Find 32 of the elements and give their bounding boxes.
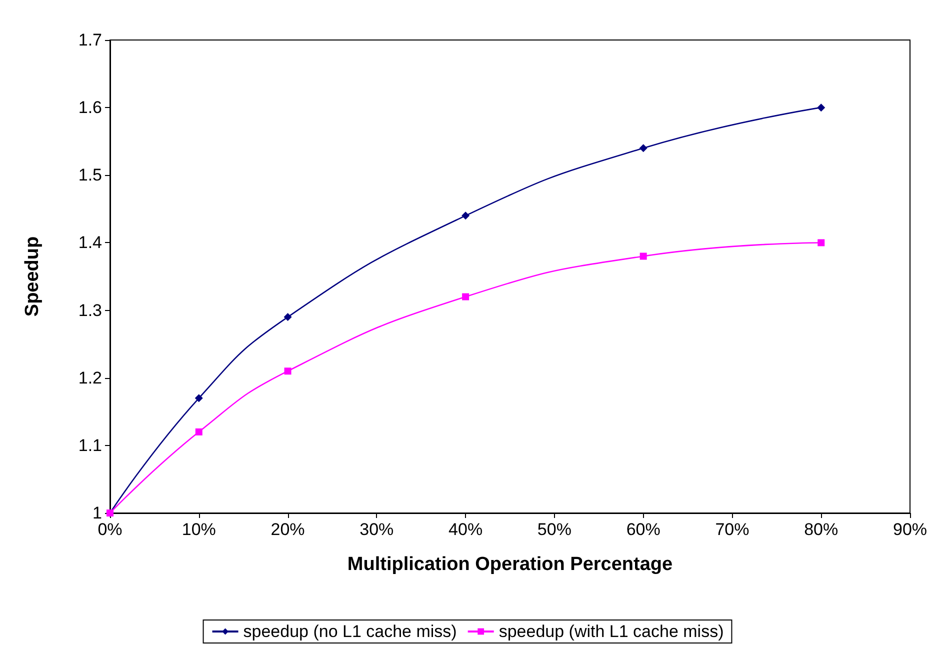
y-tick-label: 1.4 xyxy=(78,233,102,252)
legend-label: speedup (no L1 cache miss) xyxy=(243,622,457,641)
y-axis-title: Speedup xyxy=(22,236,43,317)
point xyxy=(817,104,826,112)
y-tick-label: 1 xyxy=(92,504,102,522)
x-tick-label: 40% xyxy=(448,520,483,539)
x-tick-label: 80% xyxy=(804,520,838,539)
y-tick-label: 1.3 xyxy=(78,300,102,320)
y-tick-label: 1.2 xyxy=(78,368,102,388)
y-tick-label: 1.6 xyxy=(78,98,102,118)
x-tick-label: 20% xyxy=(270,520,305,539)
x-axis-title: Multiplication Operation Percentage xyxy=(347,554,673,575)
point xyxy=(194,394,203,402)
x-tick-label: 70% xyxy=(715,520,750,539)
legend-label: speedup (with L1 cache miss) xyxy=(498,622,724,641)
point xyxy=(640,252,647,260)
x-tick-label: 90% xyxy=(892,520,928,539)
point xyxy=(462,293,470,300)
point xyxy=(639,144,648,152)
x-tick-label: 60% xyxy=(626,520,660,539)
x-tick-label: 0% xyxy=(98,520,122,539)
x-tick-label: 50% xyxy=(537,520,572,539)
x-tick-label: 10% xyxy=(182,520,216,539)
x-tick-label: 30% xyxy=(360,520,394,539)
point xyxy=(284,368,292,375)
point xyxy=(284,313,292,322)
point xyxy=(818,239,825,246)
y-tick-label: 1.7 xyxy=(78,30,102,50)
point xyxy=(462,212,470,220)
y-tick-label: 1.5 xyxy=(78,166,102,185)
y-tick-label: 1.1 xyxy=(78,436,102,455)
point xyxy=(195,428,202,436)
